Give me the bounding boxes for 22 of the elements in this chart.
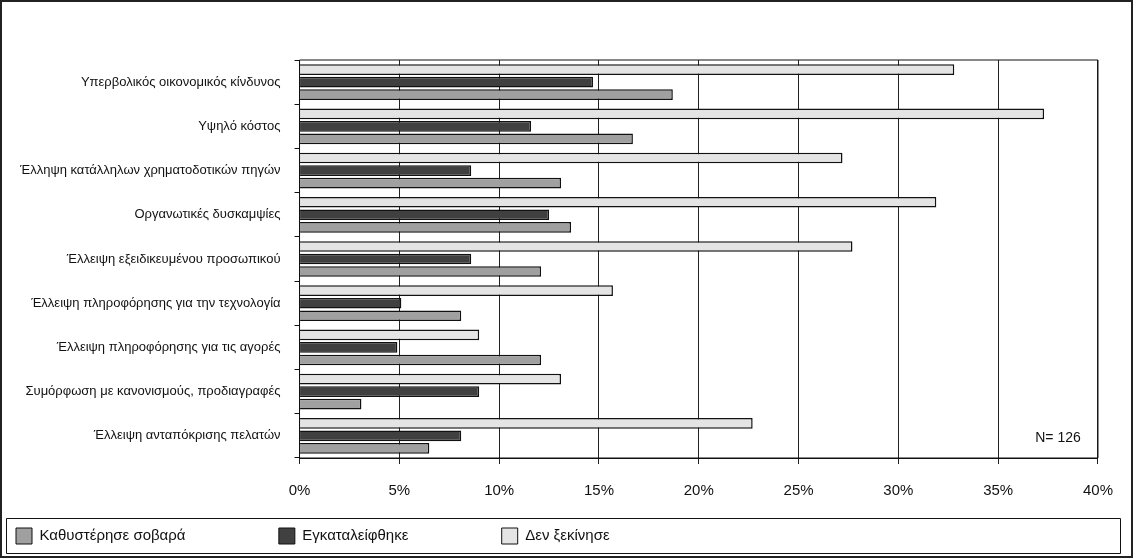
x-tick-label: 40% [1082, 481, 1113, 499]
x-tick-label: 5% [388, 481, 411, 499]
legend-label: Εγκαταλείφθηκε [302, 526, 492, 544]
y-tick-label: Υπερβολικός οικονομικός κίνδυνος [80, 73, 281, 89]
y-tick-label: Συμόρφωση με κανονισμούς, προδιαγραφές [25, 383, 281, 399]
x-tick-label: 0% [288, 481, 311, 499]
annotation: N= 126 [1035, 428, 1081, 445]
y-tick-label: Έλλειψη εξειδικευμένου προσωπικού [65, 250, 281, 266]
x-tick-label: 35% [983, 481, 1014, 499]
y-tick-label: Έλλειψη ανταπόκρισης πελατών [92, 427, 281, 443]
x-tick-label: 25% [783, 481, 814, 499]
y-tick-label: Έλλειψη πληροφόρησης για την τεχνολογία [30, 294, 282, 310]
y-tick-label: Έλλειψη πληροφόρησης για τις αγορές [55, 339, 281, 355]
y-tick-label: Έλληψη κατάλληλων χρηματοδοτικών πηγών [19, 162, 281, 178]
x-tick-label: 15% [583, 481, 614, 499]
y-tick-label: Οργανωτικές δυσκαμψίες [134, 206, 281, 222]
x-tick-label: 20% [683, 481, 714, 499]
legend-label: Δεν ξεκίνησε [525, 526, 693, 544]
y-tick-label: Υψηλό κόστος [198, 117, 281, 133]
x-tick-label: 30% [883, 481, 914, 499]
x-tick-label: 10% [484, 481, 515, 499]
legend-label: Καθυστέρησε σοβαρά [39, 526, 269, 544]
